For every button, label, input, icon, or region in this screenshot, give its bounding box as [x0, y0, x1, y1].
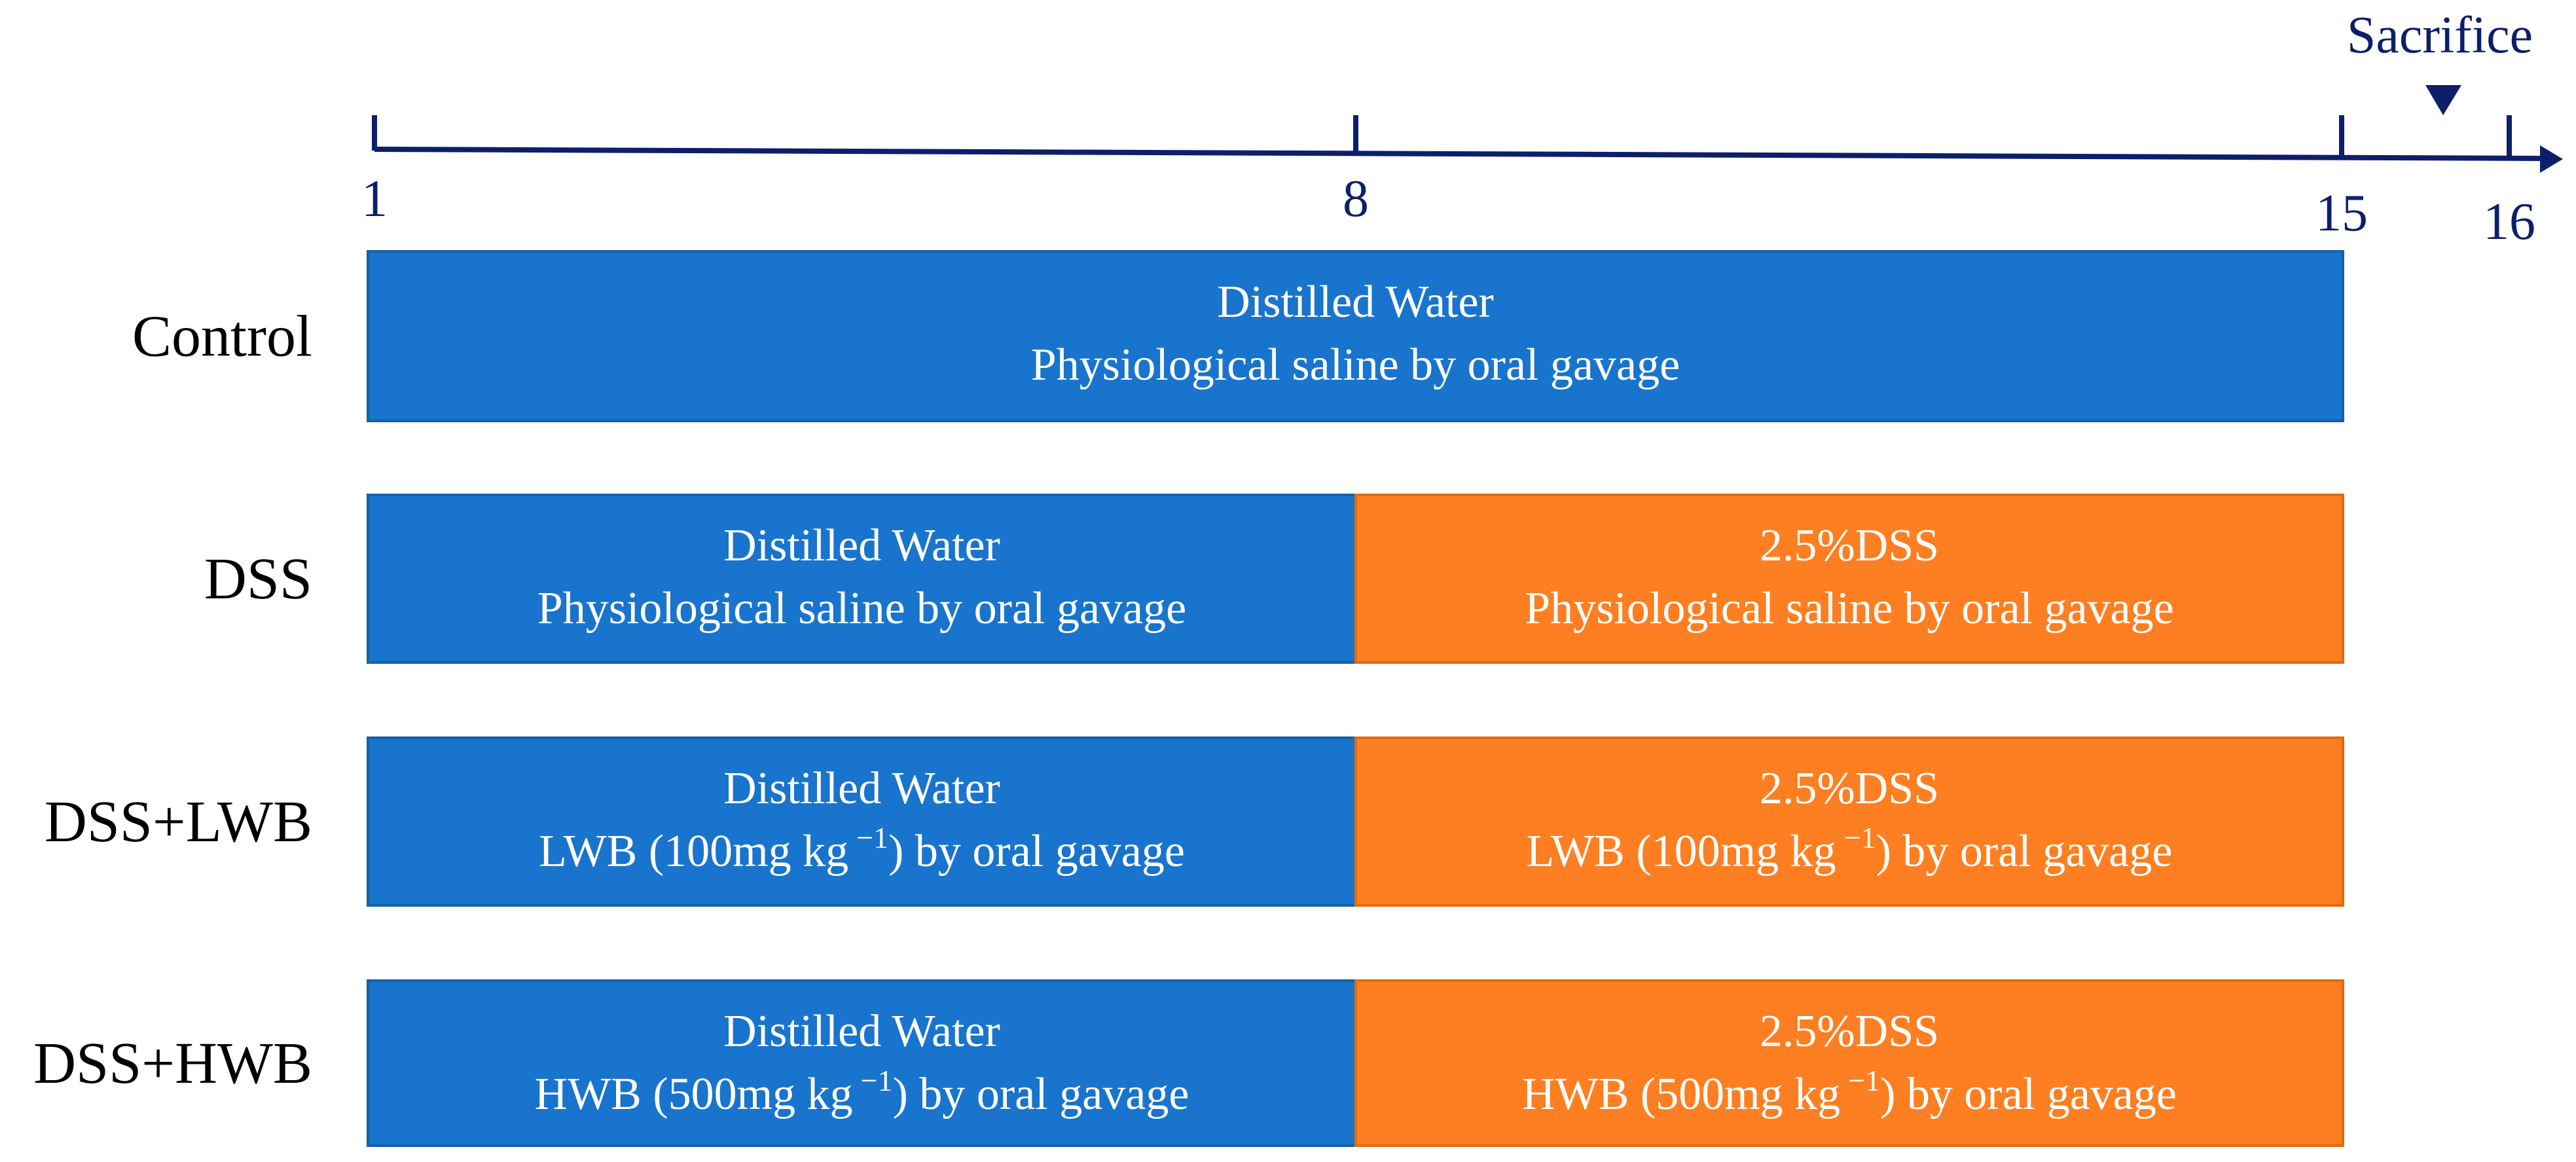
phase-text-part: Distilled Water — [723, 1006, 1000, 1057]
phase-bar — [1354, 979, 2344, 1147]
phase-text: 2.5%DSS — [1760, 763, 1939, 814]
phase-text: LWB (100mg kg −1) by oral gavage — [1527, 821, 2173, 877]
phase-text: Physiological saline by oral gavage — [1031, 340, 1680, 390]
phase-bar — [367, 736, 1357, 907]
group-label: DSS — [204, 547, 312, 611]
phase-bar — [1354, 736, 2344, 907]
phase-text-part: ) by oral gavage — [888, 826, 1185, 877]
timeline-axis — [374, 147, 2544, 161]
phase-text: 2.5%DSS — [1760, 520, 1939, 571]
phase-text-part: HWB (500mg kg — [1522, 1069, 1840, 1119]
phase-text-part: ) by oral gavage — [893, 1069, 1189, 1119]
phase-text-part: ) by oral gavage — [1880, 1069, 2177, 1119]
phase-text-part: Physiological saline by oral gavage — [1525, 583, 2173, 634]
superscript: −1 — [856, 821, 888, 854]
phase-text-part: LWB (100mg kg — [1527, 826, 1836, 877]
sacrifice-label: Sacrifice — [2347, 7, 2533, 64]
phase-bar — [1354, 494, 2344, 664]
phase-text: Distilled Water — [723, 520, 1000, 571]
phase-text: Distilled Water — [723, 1006, 1000, 1057]
phase-text-part: 2.5%DSS — [1760, 1006, 1939, 1057]
phase-text-part: LWB (100mg kg — [539, 826, 848, 877]
phase-text-part: 2.5%DSS — [1760, 763, 1939, 814]
phase-text-part: Physiological saline by oral gavage — [1031, 340, 1680, 390]
phase-text-part: Distilled Water — [1217, 277, 1494, 327]
tick-label: 15 — [2315, 185, 2368, 242]
group-label: DSS+LWB — [45, 790, 312, 854]
superscript: −1 — [1848, 1064, 1880, 1097]
superscript: −1 — [861, 1064, 893, 1097]
phase-text: Distilled Water — [723, 763, 1000, 814]
phase-text-part: Physiological saline by oral gavage — [537, 583, 1186, 634]
phase-bar — [367, 979, 1357, 1147]
phase-text: HWB (500mg kg −1) by oral gavage — [1522, 1064, 2177, 1119]
phase-text: HWB (500mg kg −1) by oral gavage — [535, 1064, 1189, 1119]
sacrifice-marker — [2425, 85, 2461, 115]
phase-text: LWB (100mg kg −1) by oral gavage — [539, 821, 1185, 877]
group-label: Control — [132, 304, 312, 369]
phase-text: Physiological saline by oral gavage — [1525, 583, 2173, 634]
phase-text-part: Distilled Water — [723, 763, 1000, 814]
superscript: −1 — [1844, 821, 1876, 854]
phase-text-part: Distilled Water — [723, 520, 1000, 571]
group-label: DSS+HWB — [33, 1031, 312, 1096]
phase-text-part: HWB (500mg kg — [535, 1069, 853, 1119]
phase-bar — [367, 494, 1357, 664]
phase-text-part: ) by oral gavage — [1876, 826, 2173, 877]
phase-text: Physiological saline by oral gavage — [537, 583, 1186, 634]
phase-text: Distilled Water — [1217, 277, 1494, 327]
timeline-arrow — [2540, 145, 2563, 173]
tick-label: 8 — [1343, 170, 1369, 228]
tick-label: 16 — [2483, 193, 2535, 251]
tick-label: 1 — [361, 170, 388, 228]
phase-bar — [367, 250, 2344, 422]
phase-text-part: 2.5%DSS — [1760, 520, 1939, 571]
phase-text: 2.5%DSS — [1760, 1006, 1939, 1057]
